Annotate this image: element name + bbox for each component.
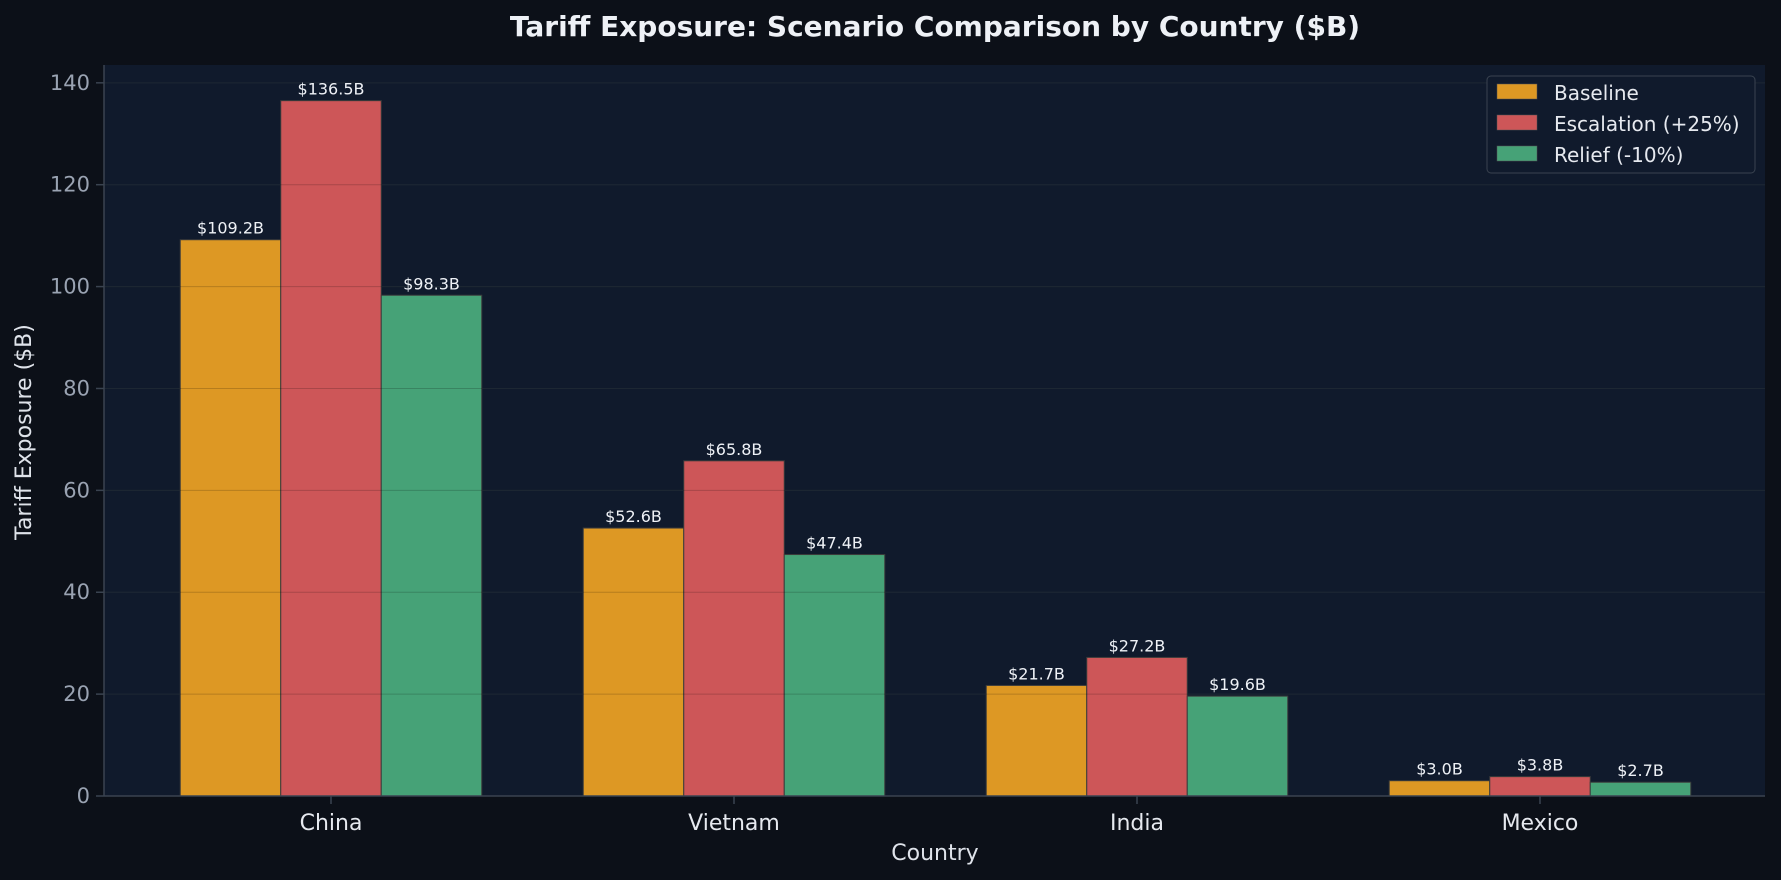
bar-value-label: $52.6B (605, 507, 662, 526)
grid-overlay (104, 82, 1765, 695)
x-axis-label: Country (891, 841, 978, 866)
bar-labels: $109.2B $136.5B $98.3B $52.6B $65.8B $47.4B $2… (197, 80, 1664, 781)
bars (179, 100, 1692, 797)
chart-title: Tariff Exposure: Scenario Comparison by … (510, 10, 1360, 43)
y-tick-label: 140 (50, 71, 90, 95)
legend-swatch-baseline (1496, 83, 1538, 100)
legend-label-relief: Relief (-10%) (1554, 143, 1683, 167)
bar-value-label: $21.7B (1008, 664, 1065, 683)
y-tick-label: 0 (77, 784, 90, 808)
bar-vietnam-escalation (683, 460, 785, 797)
x-tick-label-india: India (1110, 811, 1164, 836)
y-tick-label: 100 (50, 275, 90, 299)
y-tick-label: 60 (63, 478, 90, 502)
bar-value-label: $65.8B (706, 440, 763, 459)
y-axis-label: Tariff Exposure ($B) (12, 324, 37, 541)
bar-china-relief (380, 294, 483, 797)
bar-value-label: $109.2B (197, 219, 264, 238)
bar-value-label: $2.7B (1617, 761, 1664, 780)
y-tick-label: 20 (63, 682, 90, 706)
y-tick-label: 120 (50, 173, 90, 197)
legend-label-escalation: Escalation (+25%) (1554, 112, 1740, 136)
bar-value-label: $47.4B (806, 534, 863, 553)
legend-label-baseline: Baseline (1554, 81, 1639, 105)
x-tick-label-china: China (300, 811, 363, 836)
bar-value-label: $136.5B (298, 80, 365, 99)
legend-swatch-escalation (1496, 114, 1538, 131)
bar-india-baseline (985, 684, 1088, 797)
bar-china-baseline (179, 239, 282, 797)
y-tick-label: 40 (63, 580, 90, 604)
bar-value-label: $3.0B (1416, 760, 1463, 779)
bar-mexico-relief (1589, 781, 1692, 797)
bar-vietnam-relief (783, 554, 886, 797)
axes (103, 65, 1765, 797)
bar-china-escalation (280, 100, 382, 797)
bar-value-label: $98.3B (403, 274, 460, 293)
y-tick-label: 80 (63, 376, 90, 400)
legend: Baseline Escalation (+25%) Relief (-10%) (1486, 75, 1756, 174)
bar-mexico-baseline (1388, 780, 1491, 797)
legend-box (1486, 75, 1756, 174)
legend-swatch-relief (1496, 145, 1538, 162)
bar-value-label: $19.6B (1209, 675, 1266, 694)
x-tick-label-mexico: Mexico (1502, 811, 1579, 836)
x-ticks: China Vietnam India Mexico (300, 796, 1579, 836)
bar-mexico-escalation (1489, 776, 1591, 797)
bar-india-relief (1186, 695, 1289, 797)
bar-value-label: $3.8B (1517, 756, 1564, 775)
bar-value-label: $27.2B (1109, 636, 1166, 655)
x-tick-label-vietnam: Vietnam (688, 811, 780, 836)
bar-vietnam-baseline (582, 527, 685, 797)
bar-india-escalation (1086, 656, 1188, 797)
y-ticks: 0 20 40 60 80 100 120 140 (50, 71, 104, 808)
